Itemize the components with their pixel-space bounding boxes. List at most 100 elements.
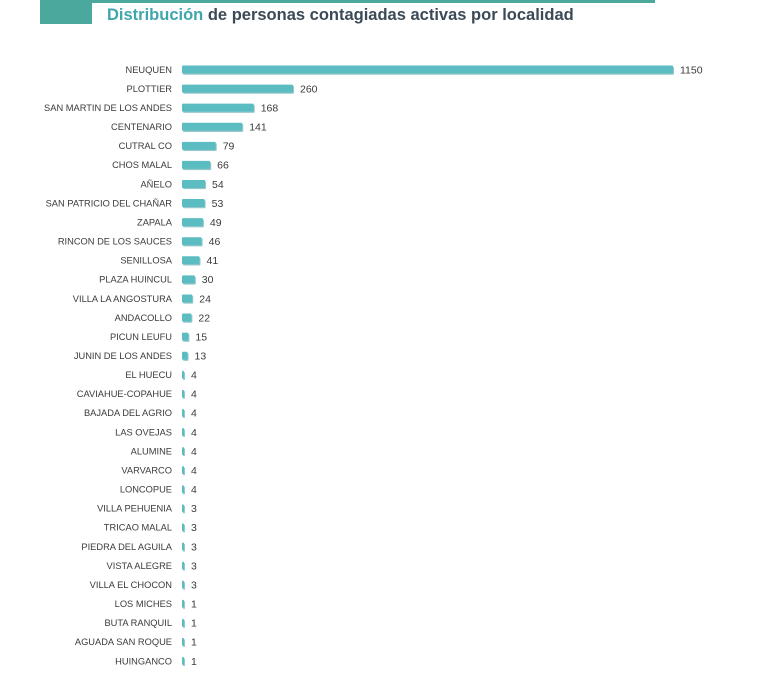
bar	[182, 561, 184, 570]
value-label: 66	[217, 160, 229, 172]
value-label: 22	[198, 312, 210, 324]
category-label: PICUN LEUFU	[110, 332, 172, 342]
category-label: PLAZA HUINCUL	[99, 275, 172, 285]
category-label: CUTRAL CO	[119, 141, 172, 151]
bar	[182, 656, 184, 665]
bar	[182, 466, 184, 475]
value-label: 1	[191, 618, 197, 630]
category-label: JUNIN DE LOS ANDES	[74, 351, 172, 361]
value-label: 54	[212, 179, 224, 191]
value-label: 1	[191, 637, 197, 649]
category-label: SENILLOSA	[120, 256, 172, 266]
category-label: ALUMINE	[131, 446, 172, 456]
category-label: LOS MICHES	[115, 599, 172, 609]
chart-title-rest: de personas contagiadas activas por loca…	[203, 6, 574, 24]
value-label: 141	[249, 122, 267, 134]
category-label: ANDACOLLO	[115, 313, 172, 323]
bar	[182, 218, 203, 227]
bar	[182, 199, 205, 208]
category-label: VILLA PEHUENIA	[97, 504, 173, 514]
value-label: 4	[191, 484, 197, 496]
value-label: 3	[191, 503, 197, 515]
bar	[182, 294, 193, 303]
bar	[182, 84, 294, 93]
category-label: LONCOPUE	[120, 485, 172, 495]
bar	[182, 447, 184, 456]
bar	[182, 637, 184, 646]
value-label: 13	[195, 351, 207, 363]
value-label: 4	[191, 446, 197, 458]
value-label: 1	[191, 599, 197, 611]
bar	[182, 122, 243, 131]
bar	[182, 580, 184, 589]
bar	[182, 485, 184, 494]
category-label: SAN MARTIN DE LOS ANDES	[44, 103, 172, 113]
category-label: VILLA EL CHOCON	[90, 580, 172, 590]
category-label: SAN PATRICIO DEL CHAÑAR	[46, 198, 173, 208]
category-label: ZAPALA	[137, 217, 173, 227]
bar	[182, 618, 184, 627]
category-label: VARVARCO	[121, 465, 172, 475]
category-label: VISTA ALEGRE	[107, 561, 172, 571]
category-label: PIEDRA DEL AGUILA	[81, 542, 172, 552]
value-label: 4	[191, 465, 197, 477]
category-label: PLOTTIER	[127, 84, 173, 94]
value-label: 24	[199, 293, 211, 305]
category-label: NEUQUEN	[126, 65, 173, 75]
bar	[182, 351, 188, 360]
bar	[182, 332, 189, 341]
category-label: BUTA RANQUIL	[104, 618, 172, 628]
value-label: 15	[195, 331, 207, 343]
value-label: 3	[191, 541, 197, 553]
header-accent-block	[40, 0, 92, 24]
category-label: EL HUECU	[125, 370, 172, 380]
value-label: 4	[191, 408, 197, 420]
bar	[182, 141, 216, 150]
bar	[182, 313, 192, 322]
value-label: 4	[191, 389, 197, 401]
value-label: 1150	[680, 64, 703, 76]
header-rule	[92, 0, 655, 3]
category-label: VILLA LA ANGOSTURA	[73, 294, 173, 304]
category-label: TRICAO MALAL	[104, 523, 172, 533]
bar	[182, 542, 184, 551]
category-label: AGUADA SAN ROQUE	[75, 637, 172, 647]
category-label: HUINGANCO	[115, 656, 172, 666]
value-label: 3	[191, 579, 197, 591]
bar	[182, 65, 673, 74]
category-label: CHOS MALAL	[112, 160, 172, 170]
bar	[182, 523, 184, 532]
value-label: 4	[191, 370, 197, 382]
bar	[182, 256, 200, 265]
bar	[182, 179, 206, 188]
bar	[182, 504, 184, 513]
chart-title-accent: Distribución	[107, 6, 204, 24]
bar	[182, 160, 211, 169]
category-label: BAJADA DEL AGRIO	[84, 408, 172, 418]
value-label: 3	[191, 560, 197, 572]
bar	[182, 103, 254, 112]
value-label: 53	[212, 198, 224, 210]
bar	[182, 599, 184, 608]
category-label: LAS OVEJAS	[115, 427, 172, 437]
value-label: 3	[191, 522, 197, 534]
category-label: RINCON DE LOS SAUCES	[58, 237, 172, 247]
value-label: 49	[210, 217, 222, 229]
value-label: 41	[207, 255, 219, 267]
category-label: AÑELO	[140, 179, 172, 189]
value-label: 79	[223, 141, 235, 153]
bar	[182, 237, 202, 246]
category-label: CENTENARIO	[111, 122, 172, 132]
value-label: 1	[191, 656, 197, 668]
value-label: 168	[261, 102, 279, 114]
chart-title: Distribución de personas contagiadas act…	[107, 6, 574, 25]
bar	[182, 428, 184, 437]
bar	[182, 275, 195, 284]
category-label: CAVIAHUE-COPAHUE	[77, 389, 172, 399]
value-label: 30	[202, 274, 214, 286]
bar	[182, 389, 184, 398]
value-label: 4	[191, 427, 197, 439]
bar	[182, 370, 184, 379]
bar	[182, 408, 184, 417]
